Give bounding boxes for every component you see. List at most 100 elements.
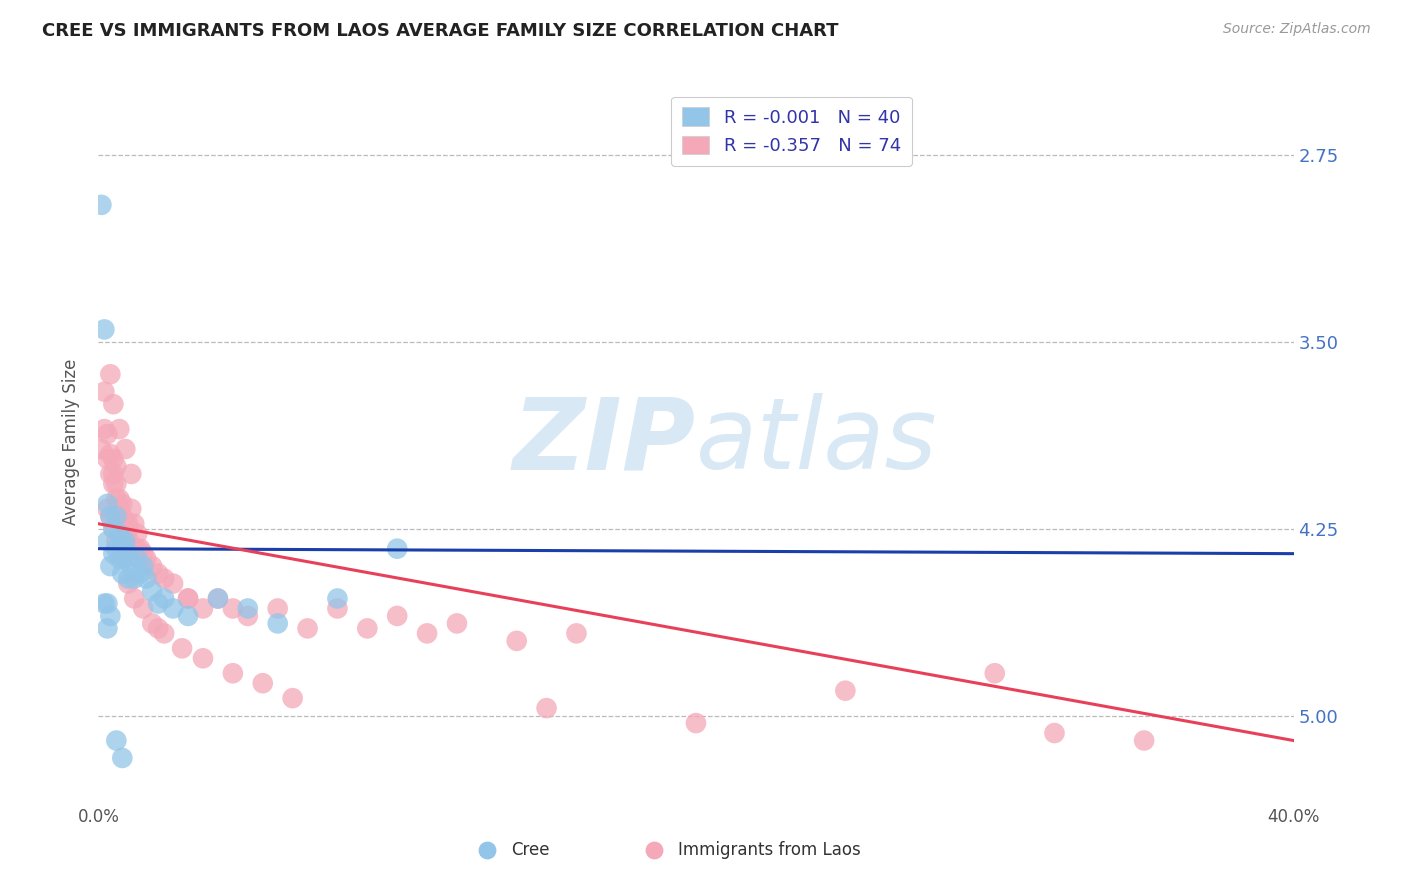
Point (177, 591, 200, 606)
Point (111, 566, 134, 581)
Point (90, 442, 112, 456)
Point (834, 683, 856, 698)
Point (108, 422, 131, 436)
Point (114, 551, 136, 566)
Point (120, 467, 142, 481)
Point (124, 516, 146, 531)
Point (1133, 733, 1156, 747)
Y-axis label: Average Family Size: Average Family Size (62, 359, 80, 524)
Point (236, 601, 259, 615)
Point (108, 491, 131, 506)
Point (111, 509, 134, 524)
Point (108, 501, 131, 516)
Point (98, 559, 122, 574)
Point (132, 559, 155, 574)
Point (153, 591, 176, 606)
Point (127, 551, 149, 566)
Point (124, 591, 146, 606)
Point (105, 733, 128, 747)
Point (222, 601, 245, 615)
Point (105, 476, 128, 491)
Point (93, 322, 115, 336)
Text: atlas: atlas (696, 393, 938, 490)
Point (356, 621, 378, 635)
Point (141, 584, 163, 599)
Point (117, 572, 139, 586)
Point (103, 522, 125, 536)
Point (117, 547, 139, 561)
Point (108, 526, 131, 541)
Point (297, 621, 319, 635)
Point (117, 576, 139, 591)
Point (93, 384, 115, 399)
Point (117, 516, 139, 531)
Point (984, 666, 1007, 681)
Point (117, 532, 139, 546)
Point (536, 701, 558, 715)
Point (108, 551, 131, 566)
Point (120, 501, 142, 516)
Point (105, 509, 128, 524)
Point (96, 497, 118, 511)
Point (148, 621, 170, 635)
Point (172, 641, 194, 656)
Point (114, 526, 136, 541)
Point (93, 422, 115, 436)
Point (385, 609, 409, 624)
Point (98, 509, 122, 524)
Point (98, 609, 122, 624)
Point (103, 467, 125, 481)
Point (127, 541, 149, 556)
Point (103, 547, 125, 561)
Point (98, 368, 122, 382)
Point (103, 522, 125, 536)
Point (111, 497, 134, 511)
Point (135, 572, 157, 586)
Point (252, 676, 274, 690)
Point (135, 551, 157, 566)
Point (98, 447, 122, 461)
Point (1043, 726, 1066, 740)
Point (236, 609, 259, 624)
Point (446, 616, 468, 631)
Point (191, 601, 214, 615)
Point (565, 626, 588, 640)
Point (153, 626, 176, 640)
Point (177, 609, 200, 624)
Point (129, 566, 152, 581)
Point (506, 633, 529, 648)
Point (385, 541, 409, 556)
Point (326, 601, 349, 615)
Point (162, 576, 184, 591)
Point (111, 551, 134, 566)
Text: Immigrants from Laos: Immigrants from Laos (678, 841, 860, 859)
Text: Cree: Cree (510, 841, 550, 859)
Point (103, 452, 125, 467)
Point (141, 616, 163, 631)
Point (93, 597, 115, 611)
Point (148, 597, 170, 611)
Point (153, 572, 176, 586)
Point (132, 601, 155, 615)
Point (281, 691, 304, 706)
Point (222, 666, 245, 681)
Point (105, 534, 128, 549)
Point (96, 597, 118, 611)
Text: CREE VS IMMIGRANTS FROM LAOS AVERAGE FAMILY SIZE CORRELATION CHART: CREE VS IMMIGRANTS FROM LAOS AVERAGE FAM… (42, 22, 839, 40)
Text: ZIP: ZIP (513, 393, 696, 490)
Point (267, 616, 290, 631)
Point (103, 476, 125, 491)
Point (114, 442, 136, 456)
Point (416, 626, 439, 640)
Point (127, 526, 149, 541)
Point (105, 491, 128, 506)
Point (191, 651, 214, 665)
Point (96, 427, 118, 442)
Point (90, 198, 112, 212)
Point (132, 547, 155, 561)
Point (111, 537, 134, 551)
Point (96, 621, 118, 635)
Point (98, 509, 122, 524)
Point (685, 716, 707, 731)
Point (120, 559, 142, 574)
